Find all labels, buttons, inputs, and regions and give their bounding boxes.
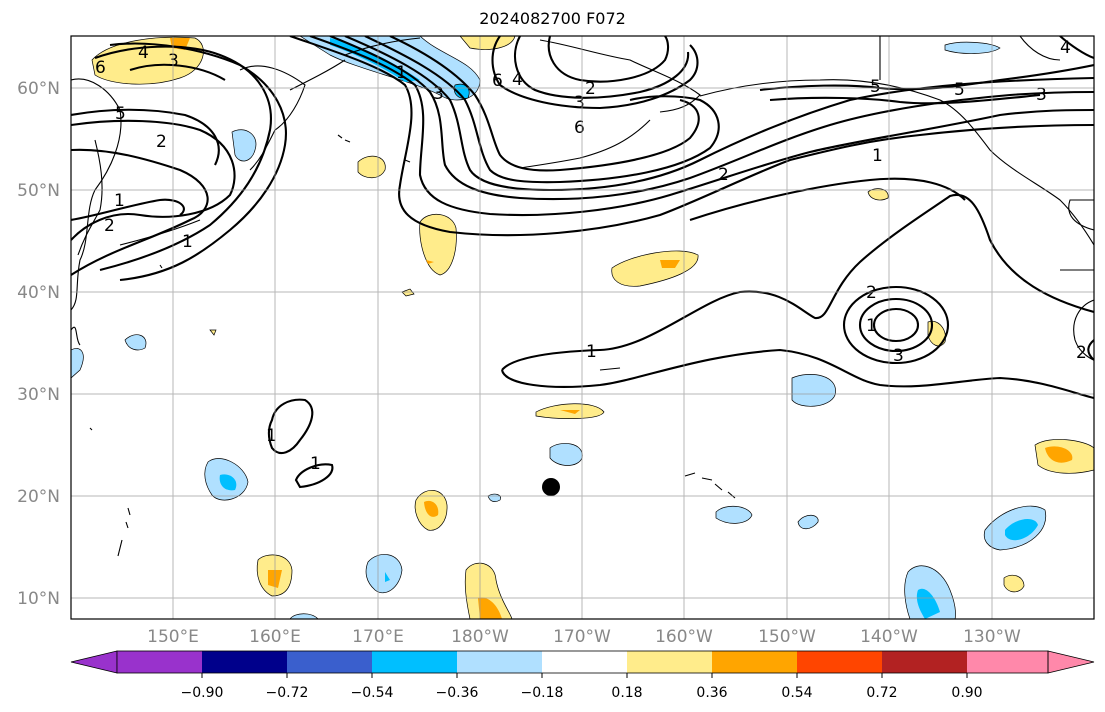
contour-lines (71, 36, 1094, 489)
shaded-fields (71, 36, 1094, 619)
colorbar-tick-label: −0.18 (521, 685, 564, 701)
contour-label: 2 (1076, 343, 1087, 363)
colorbar-tick-label: 0.36 (696, 685, 727, 701)
lon-label: 170°E (352, 627, 404, 647)
contour-label: 4 (1060, 38, 1071, 58)
colorbar-lower-extend (70, 650, 118, 674)
lat-label: 20°N (17, 487, 60, 507)
contour-label: 1 (866, 316, 877, 336)
contour-label: 2 (156, 132, 167, 152)
contour-label: 6 (574, 118, 585, 138)
contour-label: 4 (138, 43, 149, 63)
colorbar-segment (542, 651, 627, 673)
lon-label: 160°W (655, 627, 713, 647)
contour-labels: 6 4 3 5 2 1 2 1 1 6 4 3 2 3 6 5 3 2 1 2 … (95, 38, 1087, 474)
colorbar-segment (797, 651, 882, 673)
contour-label: 6 (95, 58, 106, 78)
colorbar-tick-label: 0.90 (951, 685, 982, 701)
lon-label: 150°E (147, 627, 199, 647)
contour-label: 2 (866, 283, 877, 303)
lon-label: 150°W (758, 627, 816, 647)
colorbar-ticks (201, 673, 968, 678)
contour-label: 3 (574, 93, 585, 113)
contour-label: 6 (492, 71, 503, 91)
colorbar-tick-label: −0.72 (266, 685, 309, 701)
lat-label: 50°N (17, 181, 60, 201)
lon-label: 130°W (963, 627, 1021, 647)
contour-label: 3 (1036, 85, 1047, 105)
colorbar-tick-label: 0.54 (781, 685, 812, 701)
colorbar-segment (457, 651, 542, 673)
contour-label: 2 (104, 216, 115, 236)
contour-label: 1 (586, 342, 597, 362)
colorbar: −0.90 −0.72 −0.54 −0.36 −0.18 0.18 0.36 … (70, 650, 1095, 701)
contour-label: 1 (872, 146, 883, 166)
map-plot-area: 6 4 3 5 2 1 2 1 1 6 4 3 2 3 6 5 3 2 1 2 … (71, 36, 1094, 619)
map-title: 2024082700 F072 (479, 9, 626, 28)
map-frame (70, 35, 1095, 620)
colorbar-tick-label: −0.90 (181, 685, 224, 701)
contour-label: 1 (182, 232, 193, 252)
contour-label: 3 (893, 346, 904, 366)
colorbar-tick-label: −0.36 (436, 685, 479, 701)
contour-label: 1 (310, 454, 321, 474)
lon-label: 170°W (553, 627, 611, 647)
colorbar-frame (116, 650, 1049, 674)
latitude-labels: 60°N 50°N 40°N 30°N 20°N 10°N (17, 79, 60, 609)
lon-label: 180°W (451, 627, 509, 647)
contour-label: 3 (433, 84, 444, 104)
lon-label: 160°E (249, 627, 301, 647)
colorbar-tick-label: −0.54 (351, 685, 394, 701)
lon-label: 140°W (860, 627, 918, 647)
colorbar-segment (627, 651, 712, 673)
lat-label: 40°N (17, 283, 60, 303)
lat-label: 60°N (17, 79, 60, 99)
graticule (71, 36, 1094, 619)
colorbar-tick-label: 0.72 (866, 685, 897, 701)
contour-label: 5 (115, 104, 126, 124)
contour-label: 2 (718, 165, 729, 185)
colorbar-segment (287, 651, 372, 673)
contour-label: 1 (114, 191, 125, 211)
contour-label: 5 (870, 77, 881, 97)
colorbar-upper-extend (1047, 650, 1095, 674)
storm-center-marker (542, 478, 560, 496)
contour-label: 1 (266, 426, 277, 446)
colorbar-segment (882, 651, 967, 673)
colorbar-segment (202, 651, 287, 673)
colorbar-segment (967, 651, 1048, 673)
colorbar-tick-label: 0.18 (611, 685, 642, 701)
contour-label: 5 (954, 80, 965, 100)
contour-label: 2 (585, 79, 596, 99)
contour-label: 1 (396, 63, 407, 83)
contour-label: 4 (512, 70, 523, 90)
lat-label: 30°N (17, 385, 60, 405)
longitude-labels: 150°E 160°E 170°E 180°W 170°W 160°W 150°… (147, 627, 1021, 647)
colorbar-segment (117, 651, 202, 673)
lat-label: 10°N (17, 589, 60, 609)
colorbar-segment (372, 651, 457, 673)
colorbar-segment (712, 651, 797, 673)
